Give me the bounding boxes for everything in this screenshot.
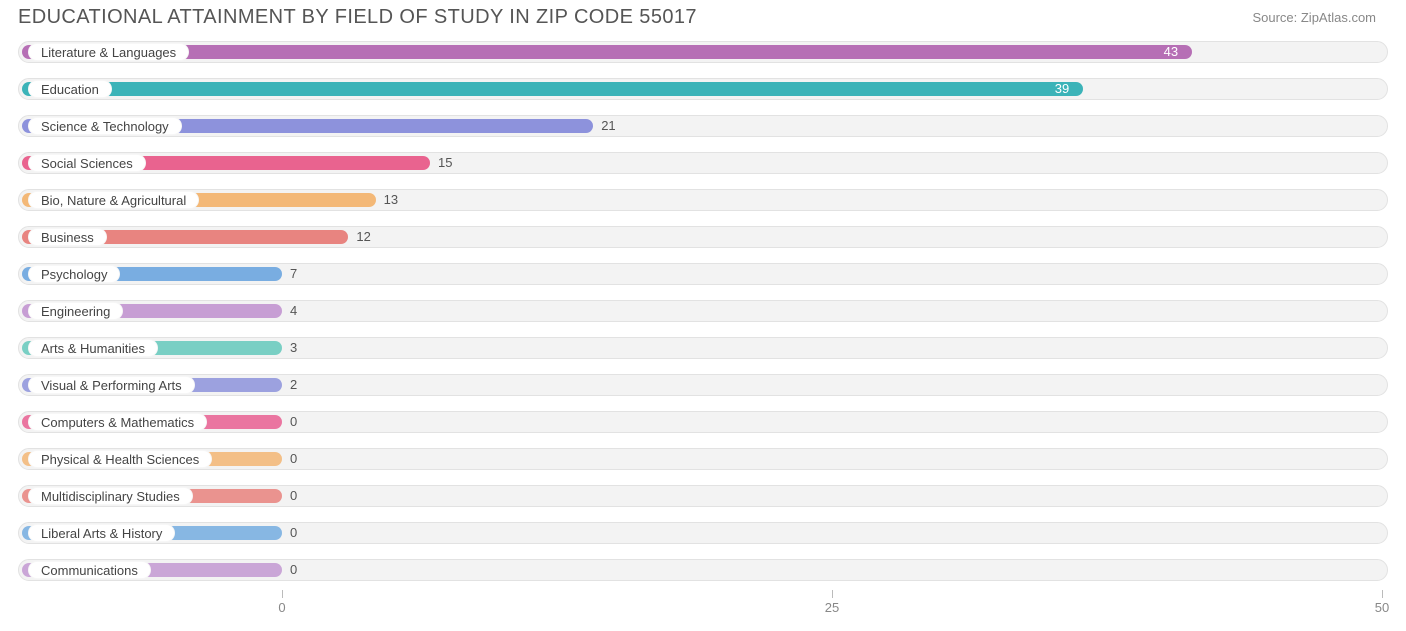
- bar-fill: [22, 82, 1083, 96]
- bar-value-label: 13: [384, 191, 398, 209]
- axis-tick: [282, 590, 283, 598]
- axis-tick: [1382, 590, 1383, 598]
- bar-value-label: 21: [601, 117, 615, 135]
- bar-category-label: Psychology: [28, 265, 120, 283]
- bar-category-label: Physical & Health Sciences: [28, 450, 212, 468]
- bar-category-label: Communications: [28, 561, 151, 579]
- bar-row: Communications 0: [18, 555, 1388, 585]
- bar-value-label: 2: [290, 376, 297, 394]
- bar-value-label: 4: [290, 302, 297, 320]
- chart-header: EDUCATIONAL ATTAINMENT BY FIELD OF STUDY…: [0, 0, 1406, 29]
- bar-category-label: Arts & Humanities: [28, 339, 158, 357]
- bar-value-label: 39: [1055, 80, 1069, 98]
- bar-row: Physical & Health Sciences 0: [18, 444, 1388, 474]
- bar-row: Visual & Performing Arts 2: [18, 370, 1388, 400]
- bar-value-label: 43: [1164, 43, 1178, 61]
- x-axis: 0 25 50: [0, 590, 1406, 620]
- chart-title: EDUCATIONAL ATTAINMENT BY FIELD OF STUDY…: [18, 6, 697, 29]
- bar-row: Social Sciences 15: [18, 148, 1388, 178]
- bar-category-label: Literature & Languages: [28, 43, 189, 61]
- bar-value-label: 0: [290, 524, 297, 542]
- axis-tick: [832, 590, 833, 598]
- axis-tick-label: 0: [278, 600, 285, 615]
- bar-category-label: Computers & Mathematics: [28, 413, 207, 431]
- bar-category-label: Multidisciplinary Studies: [28, 487, 193, 505]
- bar-value-label: 3: [290, 339, 297, 357]
- bar-row: Psychology 7: [18, 259, 1388, 289]
- bar-category-label: Visual & Performing Arts: [28, 376, 195, 394]
- bar-category-label: Education: [28, 80, 112, 98]
- chart-container: EDUCATIONAL ATTAINMENT BY FIELD OF STUDY…: [0, 0, 1406, 631]
- bar-row: Literature & Languages 43: [18, 37, 1388, 67]
- chart-source: Source: ZipAtlas.com: [1252, 6, 1376, 25]
- bar-value-label: 0: [290, 487, 297, 505]
- bar-row: Science & Technology 21: [18, 111, 1388, 141]
- chart-area: Literature & Languages43Education39Scien…: [0, 29, 1406, 585]
- bar-row: Arts & Humanities 3: [18, 333, 1388, 363]
- bar-category-label: Business: [28, 228, 107, 246]
- axis-tick-label: 25: [825, 600, 839, 615]
- bar-category-label: Bio, Nature & Agricultural: [28, 191, 199, 209]
- bar-value-label: 0: [290, 413, 297, 431]
- bar-row: Computers & Mathematics 0: [18, 407, 1388, 437]
- bar-category-label: Liberal Arts & History: [28, 524, 175, 542]
- bar-category-label: Engineering: [28, 302, 123, 320]
- bar-row: Engineering 4: [18, 296, 1388, 326]
- axis-tick-label: 50: [1375, 600, 1389, 615]
- bar-row: Education 39: [18, 74, 1388, 104]
- bar-fill: [22, 45, 1192, 59]
- bar-category-label: Science & Technology: [28, 117, 182, 135]
- bar-value-label: 0: [290, 561, 297, 579]
- bar-value-label: 15: [438, 154, 452, 172]
- bar-value-label: 12: [356, 228, 370, 246]
- bar-row: Business 12: [18, 222, 1388, 252]
- bar-row: Multidisciplinary Studies 0: [18, 481, 1388, 511]
- bar-row: Bio, Nature & Agricultural 13: [18, 185, 1388, 215]
- bar-value-label: 0: [290, 450, 297, 468]
- bar-row: Liberal Arts & History 0: [18, 518, 1388, 548]
- bar-value-label: 7: [290, 265, 297, 283]
- bar-category-label: Social Sciences: [28, 154, 146, 172]
